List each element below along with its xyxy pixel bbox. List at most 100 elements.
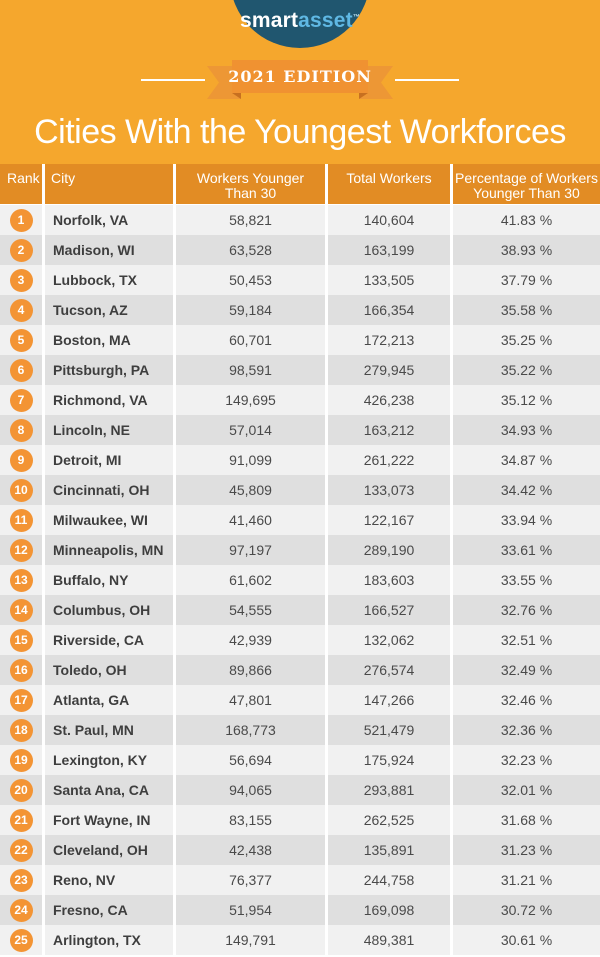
percentage-cell: 34.42 %	[453, 475, 600, 505]
city-cell: Boston, MA	[45, 325, 173, 355]
percentage-cell: 32.36 %	[453, 715, 600, 745]
rank-cell: 20	[0, 775, 42, 805]
total-workers-cell: 166,354	[328, 295, 450, 325]
table-row: 24 Fresno, CA 51,954 169,098 30.72 %	[0, 895, 600, 925]
total-workers-cell: 261,222	[328, 445, 450, 475]
total-workers-cell: 293,881	[328, 775, 450, 805]
city-cell: Arlington, TX	[45, 925, 173, 955]
workers-younger-cell: 45,809	[176, 475, 325, 505]
total-workers-cell: 169,098	[328, 895, 450, 925]
rank-cell: 8	[0, 415, 42, 445]
percentage-cell: 33.61 %	[453, 535, 600, 565]
rank-badge: 16	[9, 658, 33, 682]
rank-cell: 23	[0, 865, 42, 895]
column-header-rank: Rank	[0, 164, 42, 204]
ribbon-left-fold	[232, 93, 241, 99]
rank-badge: 20	[9, 778, 33, 802]
percentage-cell: 35.22 %	[453, 355, 600, 385]
edition-ribbon: 2021 EDITION	[228, 60, 371, 93]
percentage-cell: 33.94 %	[453, 505, 600, 535]
city-cell: Cleveland, OH	[45, 835, 173, 865]
rank-cell: 9	[0, 445, 42, 475]
rank-cell: 1	[0, 205, 42, 235]
rank-cell: 2	[0, 235, 42, 265]
rank-badge: 10	[9, 478, 33, 502]
rank-cell: 15	[0, 625, 42, 655]
rank-badge: 19	[9, 748, 33, 772]
percentage-cell: 31.21 %	[453, 865, 600, 895]
workers-younger-cell: 149,791	[176, 925, 325, 955]
rank-cell: 16	[0, 655, 42, 685]
rank-badge: 22	[9, 838, 33, 862]
table-row: 15 Riverside, CA 42,939 132,062 32.51 %	[0, 625, 600, 655]
rank-cell: 4	[0, 295, 42, 325]
rank-badge: 21	[9, 808, 33, 832]
workers-younger-cell: 58,821	[176, 205, 325, 235]
rank-cell: 11	[0, 505, 42, 535]
city-cell: Columbus, OH	[45, 595, 173, 625]
table-row: 1 Norfolk, VA 58,821 140,604 41.83 %	[0, 205, 600, 235]
rank-badge: 2	[9, 238, 33, 262]
rank-badge: 6	[9, 358, 33, 382]
workers-younger-cell: 61,602	[176, 565, 325, 595]
rank-badge: 4	[9, 298, 33, 322]
city-cell: Cincinnati, OH	[45, 475, 173, 505]
trademark-symbol: ™	[352, 14, 361, 21]
percentage-cell: 38.93 %	[453, 235, 600, 265]
total-workers-cell: 133,505	[328, 265, 450, 295]
table-row: 21 Fort Wayne, IN 83,155 262,525 31.68 %	[0, 805, 600, 835]
workers-younger-cell: 42,438	[176, 835, 325, 865]
rank-cell: 14	[0, 595, 42, 625]
table-row: 22 Cleveland, OH 42,438 135,891 31.23 %	[0, 835, 600, 865]
rank-cell: 25	[0, 925, 42, 955]
rank-badge: 25	[9, 928, 33, 952]
total-workers-cell: 132,062	[328, 625, 450, 655]
table-header-row: Rank City Workers Younger Than 30 Total …	[0, 164, 600, 204]
table-row: 19 Lexington, KY 56,694 175,924 32.23 %	[0, 745, 600, 775]
table-row: 25 Arlington, TX 149,791 489,381 30.61 %	[0, 925, 600, 955]
table-row: 5 Boston, MA 60,701 172,213 35.25 %	[0, 325, 600, 355]
table-row: 9 Detroit, MI 91,099 261,222 34.87 %	[0, 445, 600, 475]
table-row: 18 St. Paul, MN 168,773 521,479 32.36 %	[0, 715, 600, 745]
city-cell: Fort Wayne, IN	[45, 805, 173, 835]
total-workers-cell: 140,604	[328, 205, 450, 235]
city-cell: Tucson, AZ	[45, 295, 173, 325]
rank-badge: 11	[9, 508, 33, 532]
total-workers-cell: 147,266	[328, 685, 450, 715]
rank-badge: 12	[9, 538, 33, 562]
city-cell: Lubbock, TX	[45, 265, 173, 295]
percentage-cell: 37.79 %	[453, 265, 600, 295]
workers-younger-cell: 42,939	[176, 625, 325, 655]
rank-badge: 3	[9, 268, 33, 292]
city-cell: Fresno, CA	[45, 895, 173, 925]
city-cell: Atlanta, GA	[45, 685, 173, 715]
logo-word-asset: asset	[298, 9, 353, 32]
workers-younger-cell: 51,954	[176, 895, 325, 925]
city-cell: St. Paul, MN	[45, 715, 173, 745]
workers-younger-cell: 60,701	[176, 325, 325, 355]
percentage-cell: 32.01 %	[453, 775, 600, 805]
percentage-cell: 34.87 %	[453, 445, 600, 475]
rank-badge: 14	[9, 598, 33, 622]
workers-younger-cell: 47,801	[176, 685, 325, 715]
workers-younger-cell: 63,528	[176, 235, 325, 265]
percentage-cell: 30.61 %	[453, 925, 600, 955]
rank-cell: 21	[0, 805, 42, 835]
table-row: 4 Tucson, AZ 59,184 166,354 35.58 %	[0, 295, 600, 325]
total-workers-cell: 426,238	[328, 385, 450, 415]
table-row: 2 Madison, WI 63,528 163,199 38.93 %	[0, 235, 600, 265]
rank-cell: 6	[0, 355, 42, 385]
ribbon-right-line	[395, 79, 459, 81]
total-workers-cell: 489,381	[328, 925, 450, 955]
workers-younger-cell: 168,773	[176, 715, 325, 745]
column-header-younger: Workers Younger Than 30	[176, 164, 325, 204]
total-workers-cell: 163,199	[328, 235, 450, 265]
workers-younger-cell: 76,377	[176, 865, 325, 895]
rank-cell: 24	[0, 895, 42, 925]
rank-badge: 8	[9, 418, 33, 442]
workers-younger-cell: 50,453	[176, 265, 325, 295]
workers-younger-cell: 83,155	[176, 805, 325, 835]
hero-header: smartasset™ 2021 EDITION Cities With the…	[0, 0, 600, 164]
column-header-pct: Percentage of Workers Younger Than 30	[453, 164, 600, 204]
